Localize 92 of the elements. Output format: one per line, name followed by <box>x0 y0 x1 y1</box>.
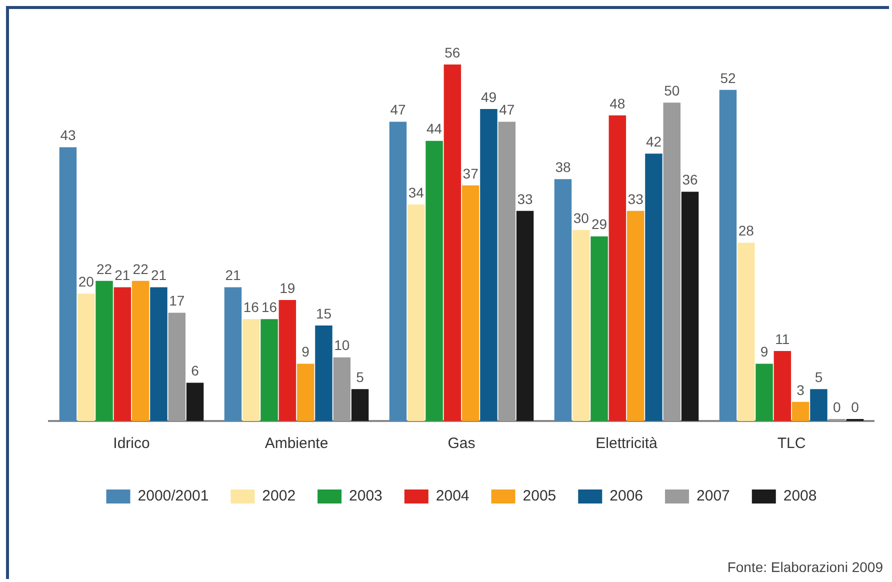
data-label: 52 <box>720 70 736 86</box>
x-tick-label: Idrico <box>113 435 150 452</box>
bar <box>663 102 680 421</box>
data-label: 16 <box>243 298 260 315</box>
legend-label: 2002 <box>262 488 296 505</box>
data-label: 22 <box>132 260 149 277</box>
bar <box>114 287 132 421</box>
bar <box>278 300 296 421</box>
bar <box>462 185 480 421</box>
data-label: 22 <box>96 260 112 277</box>
data-label: 9 <box>760 344 768 360</box>
data-label: 30 <box>573 210 590 226</box>
data-label: 10 <box>334 337 350 354</box>
bar <box>260 319 278 421</box>
legend-label: 2000/2001 <box>138 488 209 505</box>
data-label: 28 <box>738 222 754 239</box>
data-label: 33 <box>517 190 534 207</box>
bar <box>242 319 260 421</box>
bar <box>150 287 168 421</box>
data-label: 9 <box>302 344 310 360</box>
bar <box>132 280 150 421</box>
bar <box>480 109 498 421</box>
bar <box>738 242 755 421</box>
data-label: 21 <box>225 267 241 284</box>
bar <box>315 326 332 421</box>
data-label: 33 <box>628 190 644 207</box>
data-label: 42 <box>646 133 662 150</box>
data-label: 47 <box>390 102 406 118</box>
bar <box>756 364 773 421</box>
data-label: 44 <box>426 120 442 137</box>
bar <box>351 389 369 421</box>
bar <box>572 230 590 421</box>
bar <box>498 122 516 421</box>
legend-label: 2006 <box>610 488 644 505</box>
bar <box>389 122 407 421</box>
data-label: 29 <box>591 216 608 232</box>
bar <box>810 389 828 421</box>
legend-label: 2004 <box>436 488 470 505</box>
bar <box>444 64 462 421</box>
bar <box>681 192 699 421</box>
data-label: 3 <box>796 382 805 398</box>
source-note: Fonte: Elaborazioni 2009 <box>727 559 883 575</box>
legend-label: 2007 <box>696 488 730 505</box>
data-label: 49 <box>480 88 497 105</box>
x-tick-label: Ambiente <box>264 435 328 452</box>
data-label: 17 <box>169 292 185 309</box>
x-tick-label: Elettricità <box>596 435 658 452</box>
bar <box>168 312 186 421</box>
data-label: 21 <box>114 267 130 284</box>
data-label: 0 <box>851 398 860 415</box>
bar <box>186 382 204 421</box>
data-label: 15 <box>316 305 332 322</box>
bar <box>590 236 608 421</box>
bar <box>774 350 792 421</box>
data-label: 43 <box>60 127 76 144</box>
bar <box>608 115 626 421</box>
bar <box>426 140 443 421</box>
data-label: 38 <box>555 158 571 175</box>
bar <box>516 210 534 421</box>
data-label: 20 <box>78 274 94 290</box>
data-label: 36 <box>682 172 698 188</box>
bar <box>719 90 737 421</box>
x-tick-label: Gas <box>448 435 476 452</box>
bar <box>59 147 77 421</box>
bar <box>554 179 572 421</box>
data-label: 21 <box>150 267 167 284</box>
bar <box>78 294 95 421</box>
bar <box>224 287 242 421</box>
data-label: 16 <box>261 298 278 315</box>
x-tick-label: TLC <box>777 435 806 452</box>
data-label: 34 <box>408 184 424 200</box>
data-label: 48 <box>610 95 626 112</box>
data-label: 37 <box>462 165 479 182</box>
legend-label: 2008 <box>783 488 817 505</box>
legend-label: 2005 <box>522 488 556 505</box>
data-label: 19 <box>280 280 296 296</box>
data-label: 0 <box>832 398 841 415</box>
bar <box>333 357 350 421</box>
data-label: 6 <box>191 362 200 379</box>
data-label: 50 <box>664 82 680 99</box>
bar <box>96 280 113 421</box>
bar <box>408 204 425 421</box>
data-label: 5 <box>356 369 364 386</box>
bar <box>645 154 662 421</box>
bar <box>296 364 314 421</box>
bar <box>792 402 810 421</box>
data-label: 56 <box>444 44 460 60</box>
data-label: 5 <box>814 369 823 386</box>
data-label: 11 <box>775 330 790 347</box>
legend-label: 2003 <box>349 488 382 505</box>
bar <box>626 210 644 421</box>
data-label: 47 <box>499 102 515 118</box>
